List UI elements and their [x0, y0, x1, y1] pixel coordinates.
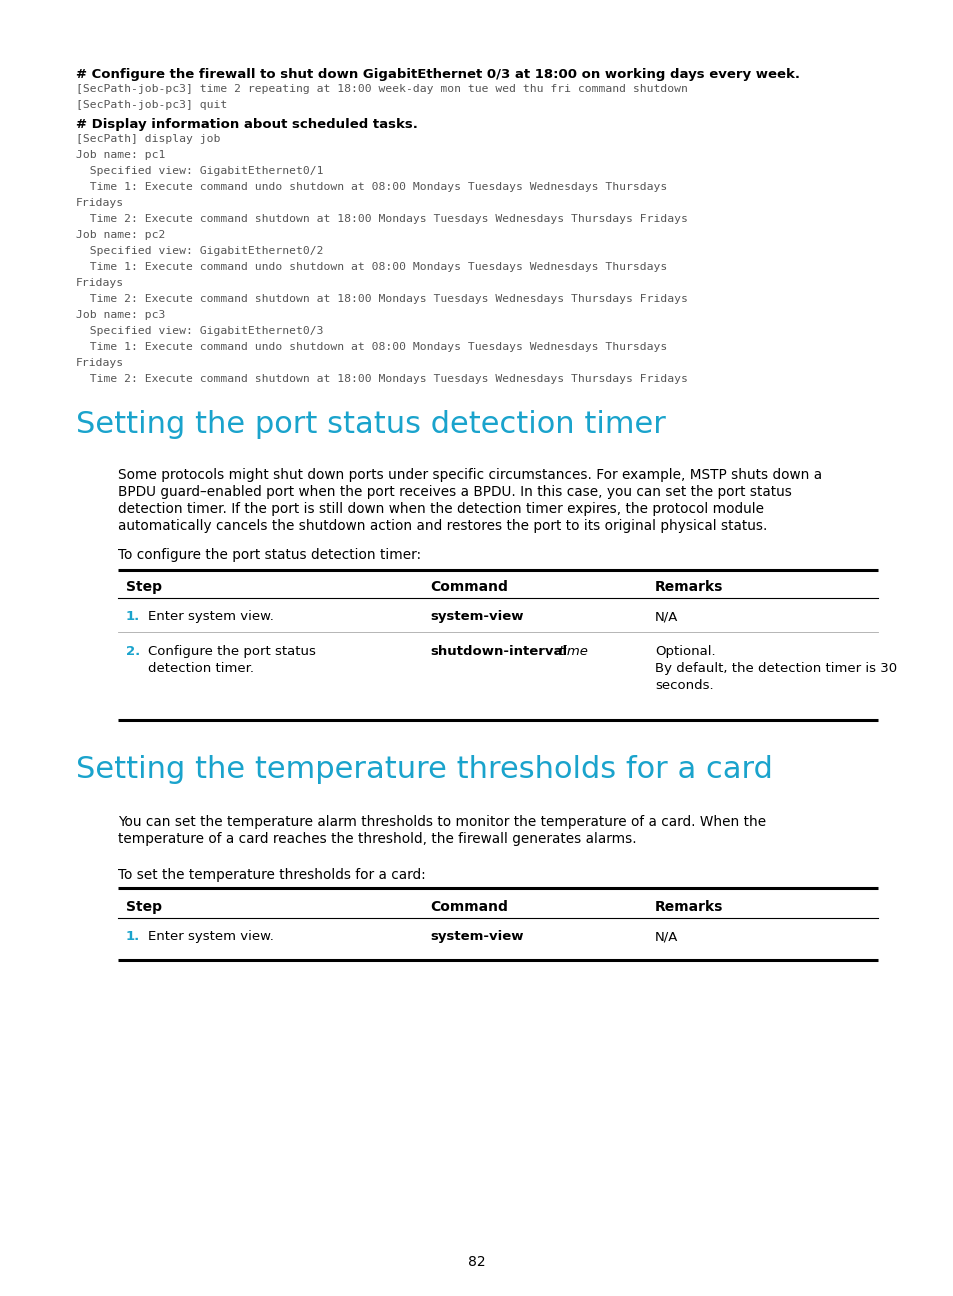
Text: automatically cancels the shutdown action and restores the port to its original : automatically cancels the shutdown actio… — [118, 518, 766, 533]
Text: shutdown-interval: shutdown-interval — [430, 645, 566, 658]
Text: 1.: 1. — [126, 610, 140, 623]
Text: system-view: system-view — [430, 931, 523, 943]
Text: temperature of a card reaches the threshold, the firewall generates alarms.: temperature of a card reaches the thresh… — [118, 832, 636, 846]
Text: detection timer. If the port is still down when the detection timer expires, the: detection timer. If the port is still do… — [118, 502, 763, 516]
Text: Fridays: Fridays — [76, 358, 124, 368]
Text: Time 1: Execute command undo shutdown at 08:00 Mondays Tuesdays Wednesdays Thurs: Time 1: Execute command undo shutdown at… — [76, 342, 666, 353]
Text: Specified view: GigabitEthernet0/2: Specified view: GigabitEthernet0/2 — [76, 246, 323, 257]
Text: Optional.: Optional. — [655, 645, 715, 658]
Text: By default, the detection timer is 30: By default, the detection timer is 30 — [655, 662, 896, 675]
Text: To set the temperature thresholds for a card:: To set the temperature thresholds for a … — [118, 868, 425, 883]
Text: Step: Step — [126, 899, 162, 914]
Text: To configure the port status detection timer:: To configure the port status detection t… — [118, 548, 420, 562]
Text: You can set the temperature alarm thresholds to monitor the temperature of a car: You can set the temperature alarm thresh… — [118, 815, 765, 829]
Text: Time 2: Execute command shutdown at 18:00 Mondays Tuesdays Wednesdays Thursdays : Time 2: Execute command shutdown at 18:0… — [76, 375, 687, 384]
Text: Time 1: Execute command undo shutdown at 08:00 Mondays Tuesdays Wednesdays Thurs: Time 1: Execute command undo shutdown at… — [76, 181, 666, 192]
Text: [SecPath-job-pc3] quit: [SecPath-job-pc3] quit — [76, 100, 227, 110]
Text: Job name: pc1: Job name: pc1 — [76, 150, 165, 159]
Text: Fridays: Fridays — [76, 279, 124, 288]
Text: BPDU guard–enabled port when the port receives a BPDU. In this case, you can set: BPDU guard–enabled port when the port re… — [118, 485, 791, 499]
Text: 82: 82 — [468, 1255, 485, 1269]
Text: # Display information about scheduled tasks.: # Display information about scheduled ta… — [76, 118, 417, 131]
Text: Setting the temperature thresholds for a card: Setting the temperature thresholds for a… — [76, 756, 772, 784]
Text: Enter system view.: Enter system view. — [148, 931, 274, 943]
Text: Step: Step — [126, 581, 162, 594]
Text: Job name: pc2: Job name: pc2 — [76, 229, 165, 240]
Text: Configure the port status: Configure the port status — [148, 645, 315, 658]
Text: Enter system view.: Enter system view. — [148, 610, 274, 623]
Text: Specified view: GigabitEthernet0/1: Specified view: GigabitEthernet0/1 — [76, 166, 323, 176]
Text: Command: Command — [430, 899, 507, 914]
Text: Specified view: GigabitEthernet0/3: Specified view: GigabitEthernet0/3 — [76, 327, 323, 336]
Text: 1.: 1. — [126, 931, 140, 943]
Text: N/A: N/A — [655, 931, 678, 943]
Text: # Configure the firewall to shut down GigabitEthernet 0/3 at 18:00 on working da: # Configure the firewall to shut down Gi… — [76, 67, 800, 80]
Text: Remarks: Remarks — [655, 899, 722, 914]
Text: detection timer.: detection timer. — [148, 662, 253, 675]
Text: Setting the port status detection timer: Setting the port status detection timer — [76, 410, 665, 439]
Text: time: time — [558, 645, 587, 658]
Text: Job name: pc3: Job name: pc3 — [76, 310, 165, 320]
Text: Time 1: Execute command undo shutdown at 08:00 Mondays Tuesdays Wednesdays Thurs: Time 1: Execute command undo shutdown at… — [76, 262, 666, 272]
Text: Time 2: Execute command shutdown at 18:00 Mondays Tuesdays Wednesdays Thursdays : Time 2: Execute command shutdown at 18:0… — [76, 214, 687, 224]
Text: 2.: 2. — [126, 645, 140, 658]
Text: system-view: system-view — [430, 610, 523, 623]
Text: N/A: N/A — [655, 610, 678, 623]
Text: Some protocols might shut down ports under specific circumstances. For example, : Some protocols might shut down ports und… — [118, 468, 821, 482]
Text: [SecPath-job-pc3] time 2 repeating at 18:00 week-day mon tue wed thu fri command: [SecPath-job-pc3] time 2 repeating at 18… — [76, 84, 687, 95]
Text: Remarks: Remarks — [655, 581, 722, 594]
Text: Time 2: Execute command shutdown at 18:00 Mondays Tuesdays Wednesdays Thursdays : Time 2: Execute command shutdown at 18:0… — [76, 294, 687, 305]
Text: [SecPath] display job: [SecPath] display job — [76, 133, 220, 144]
Text: Fridays: Fridays — [76, 198, 124, 207]
Text: seconds.: seconds. — [655, 679, 713, 692]
Text: Command: Command — [430, 581, 507, 594]
